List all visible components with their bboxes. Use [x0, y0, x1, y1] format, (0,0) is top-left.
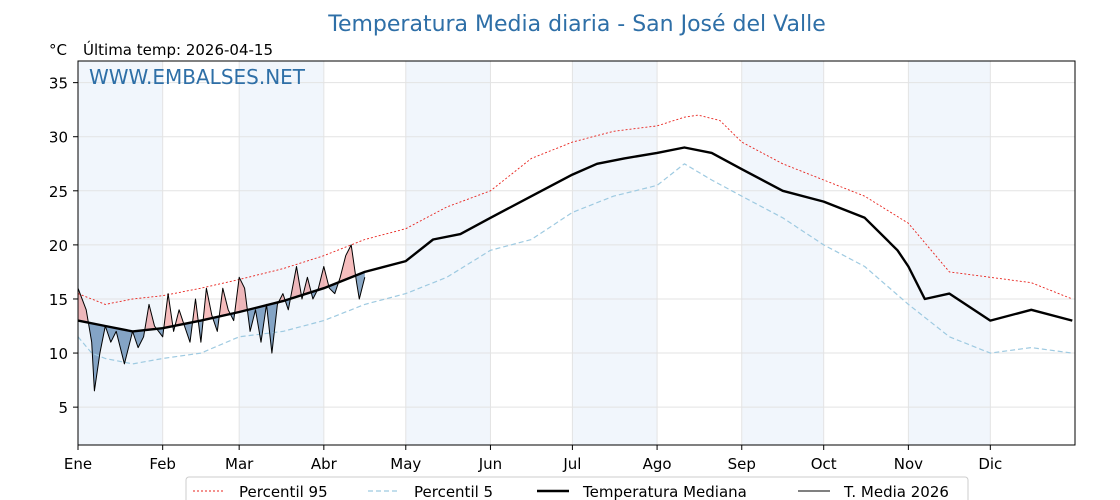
series-line-solid-thick	[77, 146, 1073, 333]
series-line-dashed	[77, 163, 1073, 365]
anomaly-fills	[78, 244, 365, 391]
cold-anomaly-fill	[328, 282, 339, 294]
x-tick-label: Dic	[978, 455, 1002, 473]
warm-anomaly-fill	[234, 277, 248, 316]
last-temp-label: Última temp: 2026-04-15	[83, 40, 273, 59]
y-tick-label: 15	[49, 291, 68, 309]
x-tick-label: Abr	[311, 455, 338, 473]
cold-anomaly-fill	[284, 298, 291, 310]
month-band	[239, 61, 324, 445]
x-tick-label: Mar	[225, 455, 254, 473]
y-tick-label: 25	[49, 183, 68, 201]
x-tick-label: Jul	[562, 455, 581, 473]
warm-anomaly-fill	[302, 277, 311, 297]
y-tick-label: 35	[49, 75, 68, 93]
watermark: WWW.EMBALSES.NET	[89, 65, 306, 89]
warm-anomaly-fill	[78, 288, 89, 323]
month-band	[908, 61, 991, 445]
cold-anomaly-fill	[105, 326, 132, 364]
y-tick-label: 20	[49, 237, 68, 255]
y-tick-label: 5	[58, 399, 68, 417]
cold-anomaly-fill	[247, 305, 266, 343]
grid-lines	[77, 61, 1075, 445]
cold-anomaly-fill	[212, 316, 219, 332]
warm-anomaly-fill	[317, 266, 329, 291]
y-axis-unit: °C	[49, 41, 67, 59]
x-axis: Ene Feb Mar Abr May Jun Jul Ago Sep Oct Nov Dic	[64, 445, 1002, 473]
y-tick-label: 10	[49, 345, 68, 363]
warm-anomaly-fill	[202, 288, 213, 322]
warm-anomaly-fill	[163, 293, 173, 332]
warm-anomaly-fill	[338, 244, 356, 284]
cold-anomaly-fill	[198, 320, 203, 343]
legend-label: Temperatura Mediana	[582, 483, 747, 500]
series-lines	[77, 114, 1073, 392]
legend-label: Percentil 95	[239, 483, 328, 500]
legend-box	[185, 476, 969, 500]
month-bands	[78, 61, 991, 445]
cold-anomaly-fill	[183, 322, 193, 343]
x-tick-label: May	[390, 455, 421, 473]
x-tick-label: Nov	[894, 455, 923, 473]
legend: Percentil 95 Percentil 5 Temperatura Media…	[185, 476, 969, 500]
warm-anomaly-fill	[144, 304, 157, 333]
y-tick-label: 30	[49, 129, 68, 147]
cold-anomaly-fill	[88, 321, 105, 391]
month-band	[78, 61, 163, 445]
cold-anomaly-fill	[132, 330, 145, 348]
warm-anomaly-fill	[174, 309, 184, 327]
legend-label: Percentil 5	[414, 483, 493, 500]
cold-anomaly-fill	[355, 271, 365, 299]
x-tick-label: Feb	[149, 455, 176, 473]
x-tick-label: Ago	[643, 455, 672, 473]
x-tick-label: Ene	[64, 455, 92, 473]
month-band	[741, 61, 824, 445]
y-axis: 5 10 15 20 25 30 35	[49, 75, 78, 417]
warm-anomaly-fill	[218, 288, 231, 321]
x-tick-label: Sep	[728, 455, 756, 473]
x-tick-label: Jun	[478, 455, 502, 473]
plot-frame	[77, 60, 1076, 446]
warm-anomaly-fill	[290, 266, 302, 299]
cold-anomaly-fill	[266, 302, 279, 354]
series-line-solid-thin	[77, 244, 366, 392]
month-band	[405, 61, 491, 445]
month-band	[572, 61, 658, 445]
x-tick-label: Oct	[811, 455, 837, 473]
chart-title: Temperatura Media diaria - San José del …	[327, 12, 825, 37]
legend-label: T. Media 2026	[843, 483, 949, 500]
warm-anomaly-fill	[192, 298, 199, 327]
